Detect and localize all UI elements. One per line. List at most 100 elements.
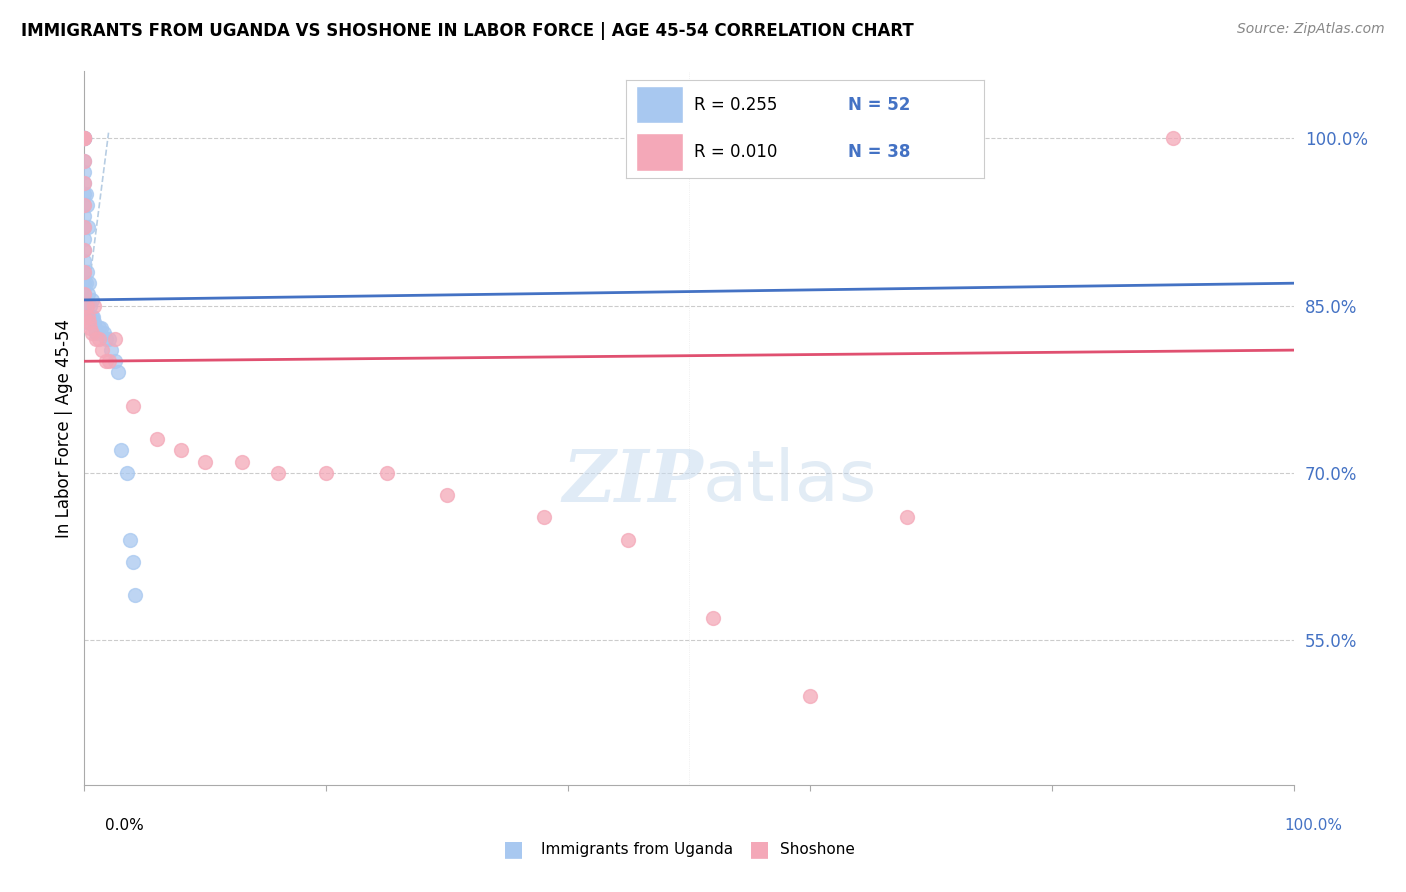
Point [73,153,96,168]
Point [73,131,96,145]
Point [77,315,100,329]
Point [533,510,555,524]
Point [73,232,96,246]
Text: IMMIGRANTS FROM UGANDA VS SHOSHONE IN LABOR FORCE | AGE 45-54 CORRELATION CHART: IMMIGRANTS FROM UGANDA VS SHOSHONE IN LA… [21,22,914,40]
Point [73,265,96,279]
Point [73,310,96,324]
Point [83,315,105,329]
Point [1161,131,1184,145]
Bar [637,87,683,123]
Text: Immigrants from Uganda: Immigrants from Uganda [541,842,734,856]
Point [73,176,96,190]
Point [73,315,96,329]
Point [86,332,108,346]
Point [146,433,169,447]
Point [94,332,117,346]
Point [73,310,96,324]
Point [87,332,110,346]
Point [73,243,96,257]
Point [80,310,103,324]
Point [73,198,96,212]
Point [104,332,127,346]
Point [315,466,337,480]
Point [75,277,97,291]
Point [73,277,96,291]
Point [87,321,110,335]
Point [80,326,103,341]
Point [170,443,193,458]
Point [73,131,96,145]
Text: N = 38: N = 38 [848,143,910,161]
Point [121,555,143,569]
Point [73,176,96,190]
Point [73,254,96,268]
Point [702,611,724,625]
Point [82,310,104,324]
Point [375,466,398,480]
Point [73,243,96,257]
Point [121,399,143,413]
Point [436,488,458,502]
Point [84,321,107,335]
Point [93,326,115,341]
Text: ■: ■ [503,839,523,859]
Point [80,293,103,307]
Point [73,299,96,313]
Point [115,466,138,480]
Point [231,455,253,469]
Point [100,343,122,358]
Point [73,198,96,212]
Point [86,326,108,341]
Point [75,187,97,202]
Point [110,443,132,458]
Point [79,321,101,335]
Text: ZIP: ZIP [562,446,703,517]
Text: Source: ZipAtlas.com: Source: ZipAtlas.com [1237,22,1385,37]
Point [83,299,105,313]
Point [73,304,96,318]
Point [97,332,120,346]
Point [73,293,96,307]
Point [73,131,96,145]
Point [79,299,101,313]
Point [896,510,918,524]
Point [73,131,96,145]
Bar [637,133,683,170]
Text: ■: ■ [749,839,769,859]
Point [90,321,112,335]
Point [73,210,96,224]
Point [120,533,142,547]
Point [107,366,129,380]
Point [91,343,114,358]
Point [73,287,96,301]
Point [194,455,217,469]
Point [77,220,100,235]
Point [77,277,100,291]
Point [77,287,100,301]
Point [73,220,96,235]
Point [104,354,127,368]
Point [73,131,96,145]
Point [76,299,98,313]
Point [799,689,821,703]
Text: 100.0%: 100.0% [1285,818,1343,832]
Text: R = 0.255: R = 0.255 [693,95,778,114]
Point [73,220,96,235]
Point [76,198,98,212]
Point [73,287,96,301]
Point [79,310,101,324]
Point [73,287,96,301]
Point [124,589,146,603]
Point [73,153,96,168]
Point [94,354,117,368]
Point [76,265,98,279]
Point [97,354,120,368]
Point [617,533,640,547]
Point [73,299,96,313]
Text: atlas: atlas [703,447,877,516]
Y-axis label: In Labor Force | Age 45-54: In Labor Force | Age 45-54 [55,318,73,538]
Point [267,466,290,480]
Text: 0.0%: 0.0% [105,818,145,832]
Text: Shoshone: Shoshone [780,842,855,856]
Point [73,131,96,145]
